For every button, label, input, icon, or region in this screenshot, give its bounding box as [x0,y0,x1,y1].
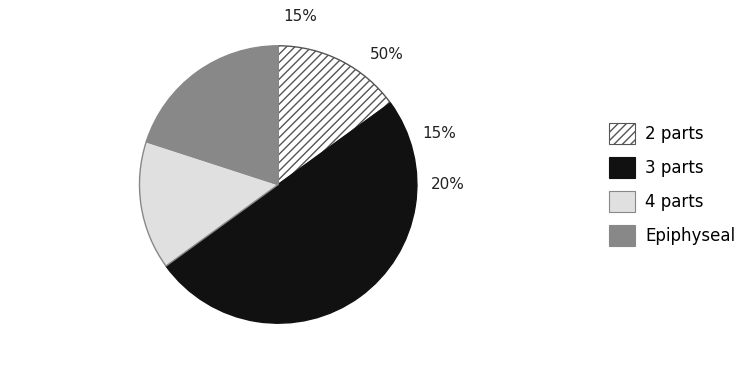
Wedge shape [166,103,417,323]
Text: 15%: 15% [284,9,317,24]
Wedge shape [146,46,278,184]
Text: 15%: 15% [423,126,456,141]
Wedge shape [278,46,391,184]
Wedge shape [139,142,278,266]
Text: 20%: 20% [431,177,464,192]
Text: 50%: 50% [370,47,404,62]
Legend: 2 parts, 3 parts, 4 parts, Epiphyseal: 2 parts, 3 parts, 4 parts, Epiphyseal [608,123,735,246]
